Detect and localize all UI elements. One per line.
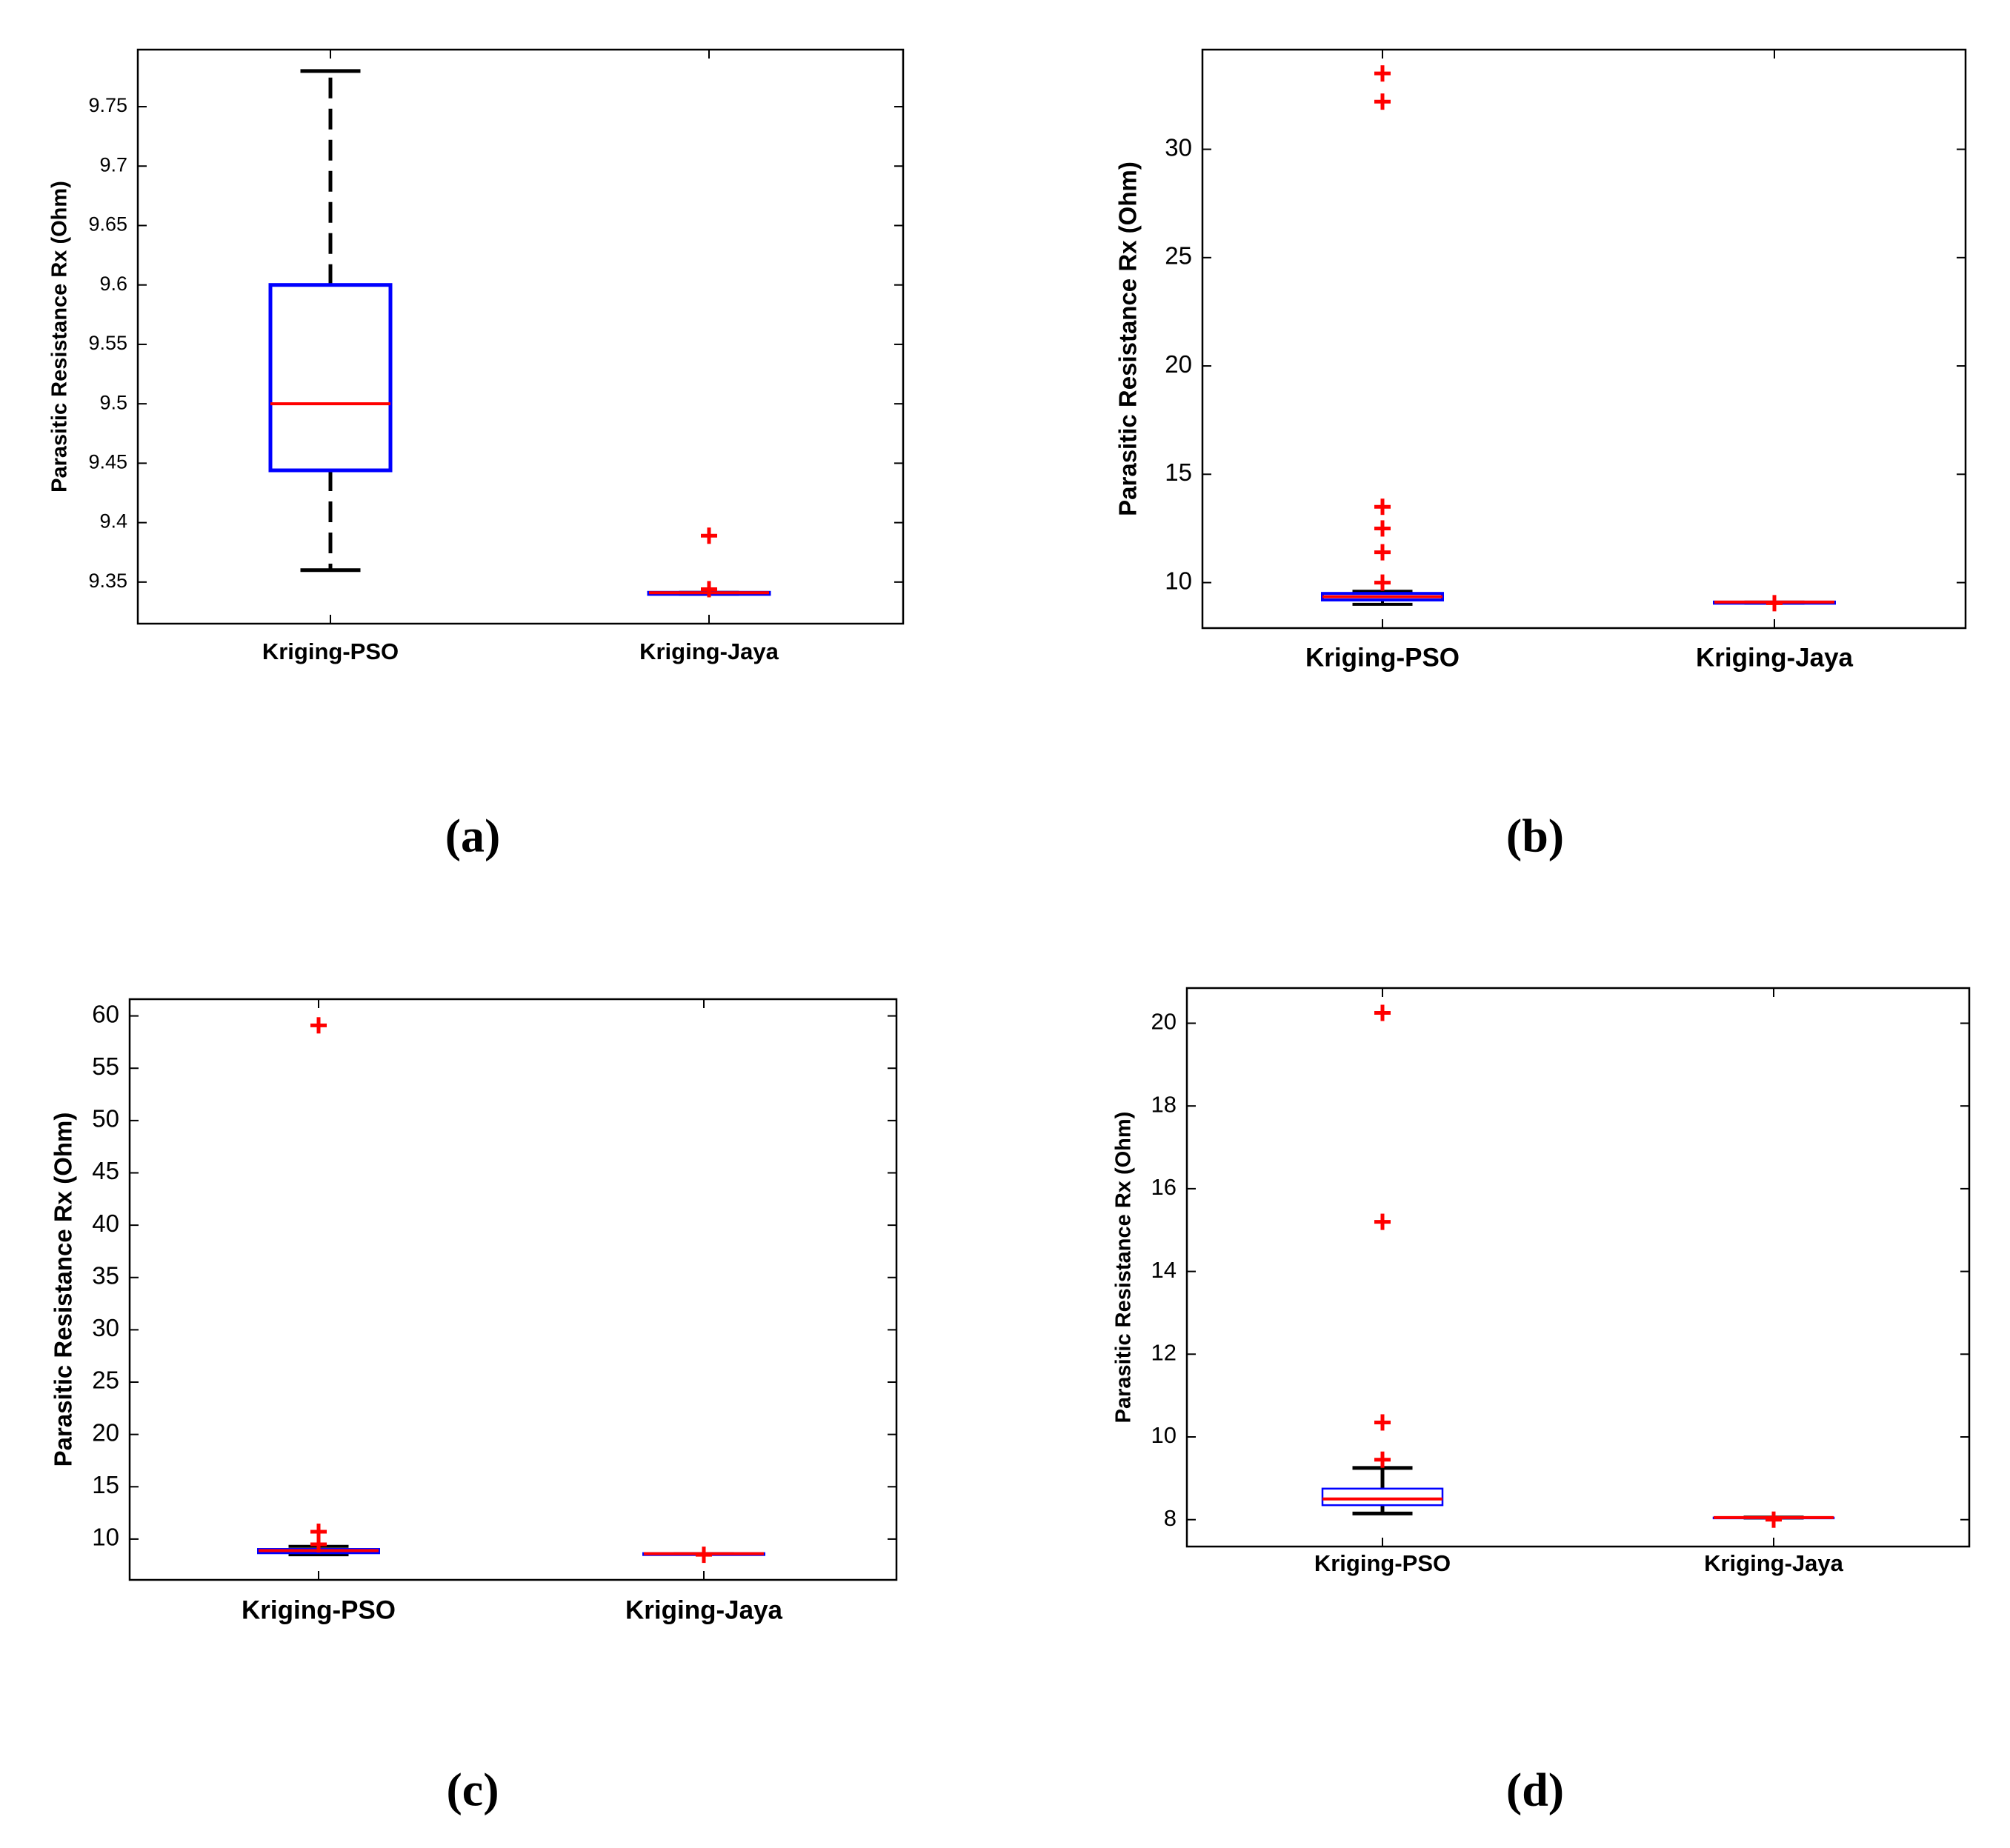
box-kriging-jaya [642, 1547, 765, 1564]
outlier-marker [1374, 544, 1391, 561]
outlier-marker [310, 1017, 327, 1034]
y-tick-label: 20 [1151, 1009, 1177, 1035]
y-tick-label: 15 [92, 1471, 119, 1498]
y-tick-label: 18 [1151, 1091, 1177, 1117]
y-tick-label: 20 [1165, 350, 1192, 378]
panel-d: 8 10 12 14 16 18 20 Kriging-PSO Kriging-Jaya Para… [1112, 987, 1971, 1816]
x-category-label: Kriging-PSO [262, 638, 399, 664]
outlier-marker [1374, 1213, 1391, 1230]
panel-label: (d) [1506, 1764, 1564, 1816]
y-tick-label: 30 [92, 1314, 119, 1341]
outlier-marker [701, 527, 717, 544]
y-tick-label: 25 [1165, 242, 1192, 270]
outlier-marker [1374, 1414, 1391, 1431]
y-tick-label: 35 [92, 1261, 119, 1289]
outlier-marker [696, 1547, 712, 1564]
y-tick-label: 14 [1151, 1257, 1177, 1283]
panel-c: 10 15 20 25 30 35 40 45 50 55 60 Kriging-PSO Kriging… [50, 998, 898, 1816]
y-tick-label: 9.6 [99, 273, 127, 295]
y-tick-label: 50 [92, 1105, 119, 1133]
outlier-marker [1766, 595, 1783, 612]
y-tick-label: 9.4 [99, 510, 127, 533]
outlier-marker [1374, 498, 1391, 516]
axes-frame [1185, 987, 1971, 1548]
x-category-label: Kriging-Jaya [1696, 643, 1854, 672]
y-tick-label: 9.65 [88, 213, 127, 236]
y-tick-label: 55 [92, 1053, 119, 1080]
y-tick-label: 10 [92, 1524, 119, 1551]
y-tick-label: 10 [1151, 1422, 1177, 1448]
box-iqr [1321, 1487, 1444, 1507]
panel-b: 10 15 20 25 30 Kriging-PSO Kriging-Jaya Parasit… [1114, 48, 1967, 862]
y-tick-label: 9.35 [88, 570, 127, 592]
y-tick-label: 20 [92, 1418, 119, 1446]
outlier-marker [1374, 93, 1391, 110]
y-tick-label: 9.75 [88, 94, 127, 116]
y-tick-label: 10 [1165, 567, 1192, 594]
y-tick-label: 9.55 [88, 332, 127, 354]
box-kriging-pso [1321, 65, 1444, 606]
y-axis-label: Parasitic Resistance Rx (Ohm) [48, 181, 72, 493]
x-category-label: Kriging-PSO [242, 1595, 396, 1624]
y-tick-label: 9.45 [88, 451, 127, 473]
x-category-label: Kriging-PSO [1305, 643, 1460, 672]
axes-frame [136, 48, 905, 625]
box-kriging-pso [257, 1017, 380, 1557]
box-kriging-jaya [647, 527, 771, 598]
box-kriging-pso [268, 69, 393, 573]
axes-frame [1201, 48, 1967, 630]
y-tick-label: 16 [1151, 1174, 1177, 1200]
x-category-label: Kriging-PSO [1314, 1550, 1451, 1576]
outlier-marker [1374, 520, 1391, 537]
outlier-marker [1374, 65, 1391, 82]
box-kriging-pso [1321, 1004, 1444, 1515]
x-category-label: Kriging-Jaya [639, 638, 779, 664]
y-tick-label: 9.7 [99, 153, 127, 176]
y-tick-label: 15 [1165, 458, 1192, 486]
y-tick-label: 45 [92, 1157, 119, 1184]
y-tick-label: 40 [92, 1210, 119, 1237]
panel-label: (a) [445, 810, 501, 862]
y-tick-label: 30 [1165, 133, 1192, 161]
panel-a: 9.35 9.4 9.45 9.5 9.55 9.6 9.65 9.7 9.75 Kriging-… [48, 48, 905, 862]
y-tick-label: 60 [92, 1000, 119, 1027]
y-tick-label: 25 [92, 1367, 119, 1394]
x-category-label: Kriging-Jaya [625, 1595, 783, 1624]
axes-frame [128, 998, 898, 1581]
outlier-marker [1374, 1451, 1391, 1468]
y-tick-label: 8 [1164, 1505, 1177, 1531]
box-iqr [268, 283, 393, 473]
outlier-marker [1766, 1511, 1782, 1528]
x-category-label: Kriging-Jaya [1704, 1550, 1844, 1576]
outlier-marker [1374, 1004, 1391, 1021]
box-kriging-jaya [1713, 595, 1836, 612]
y-tick-label: 12 [1151, 1339, 1177, 1365]
outlier-marker [701, 581, 717, 598]
box-kriging-jaya [1712, 1511, 1835, 1528]
panel-label: (c) [446, 1764, 499, 1816]
outlier-marker [310, 1535, 327, 1552]
outlier-marker [1374, 574, 1391, 591]
y-axis-label: Parasitic Resistance Rx (Ohm) [1112, 1112, 1136, 1424]
y-axis-label: Parasitic Resistance Rx (Ohm) [50, 1113, 77, 1467]
y-tick-label: 9.5 [99, 391, 127, 413]
y-axis-label: Parasitic Resistance Rx (Ohm) [1114, 161, 1142, 516]
panel-label: (b) [1506, 810, 1564, 862]
